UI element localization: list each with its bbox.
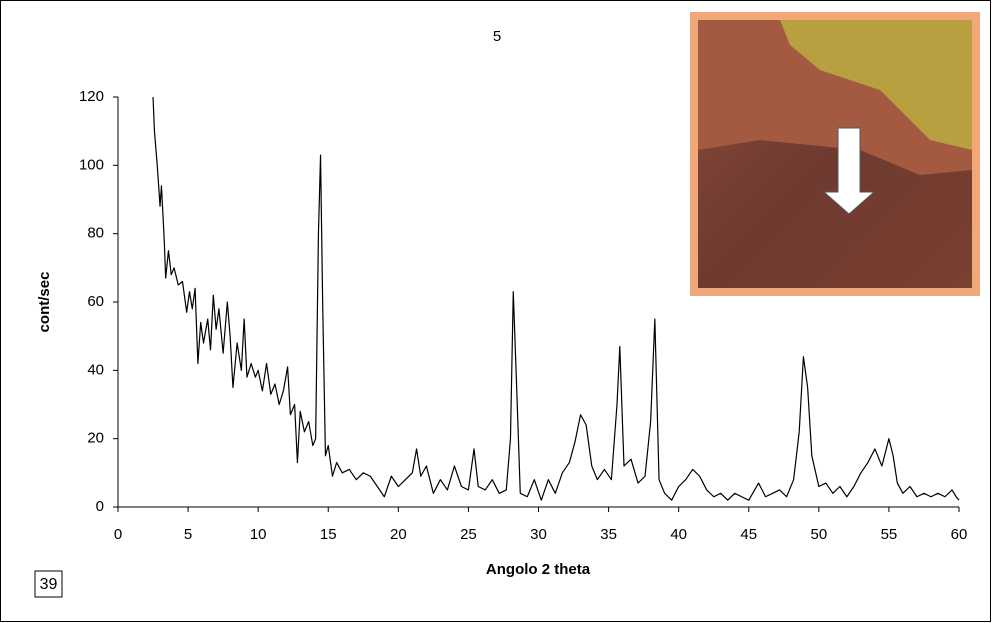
y-tick-label: 0: [96, 498, 104, 515]
x-tick-label: 5: [184, 526, 192, 543]
annotation: 39: [40, 576, 58, 593]
x-tick-label: 60: [951, 526, 968, 543]
y-tick-label: 40: [87, 361, 104, 378]
chart-title: 5: [493, 28, 501, 45]
y-tick-label: 60: [87, 293, 104, 310]
x-tick-label: 0: [114, 526, 122, 543]
inset-photo: [690, 12, 980, 296]
y-tick-label: 20: [87, 430, 104, 447]
x-tick-label: 40: [670, 526, 687, 543]
x-tick-label: 45: [740, 526, 757, 543]
y-tick-label: 120: [79, 88, 104, 105]
x-tick-label: 15: [320, 526, 337, 543]
annotation-box: [34, 570, 63, 598]
x-tick-label: 25: [460, 526, 477, 543]
x-tick-label: 50: [810, 526, 827, 543]
x-tick-label: 10: [250, 526, 267, 543]
x-axis-label: Angolo 2 theta: [486, 561, 591, 578]
y-axis-label: cont/sec: [36, 272, 53, 333]
x-tick-label: 30: [530, 526, 547, 543]
x-tick-label: 35: [600, 526, 617, 543]
x-tick-label: 55: [881, 526, 898, 543]
y-tick-label: 100: [79, 156, 104, 173]
data-line: [152, 96, 960, 501]
x-tick-label: 20: [390, 526, 407, 543]
y-tick-label: 80: [87, 225, 104, 242]
